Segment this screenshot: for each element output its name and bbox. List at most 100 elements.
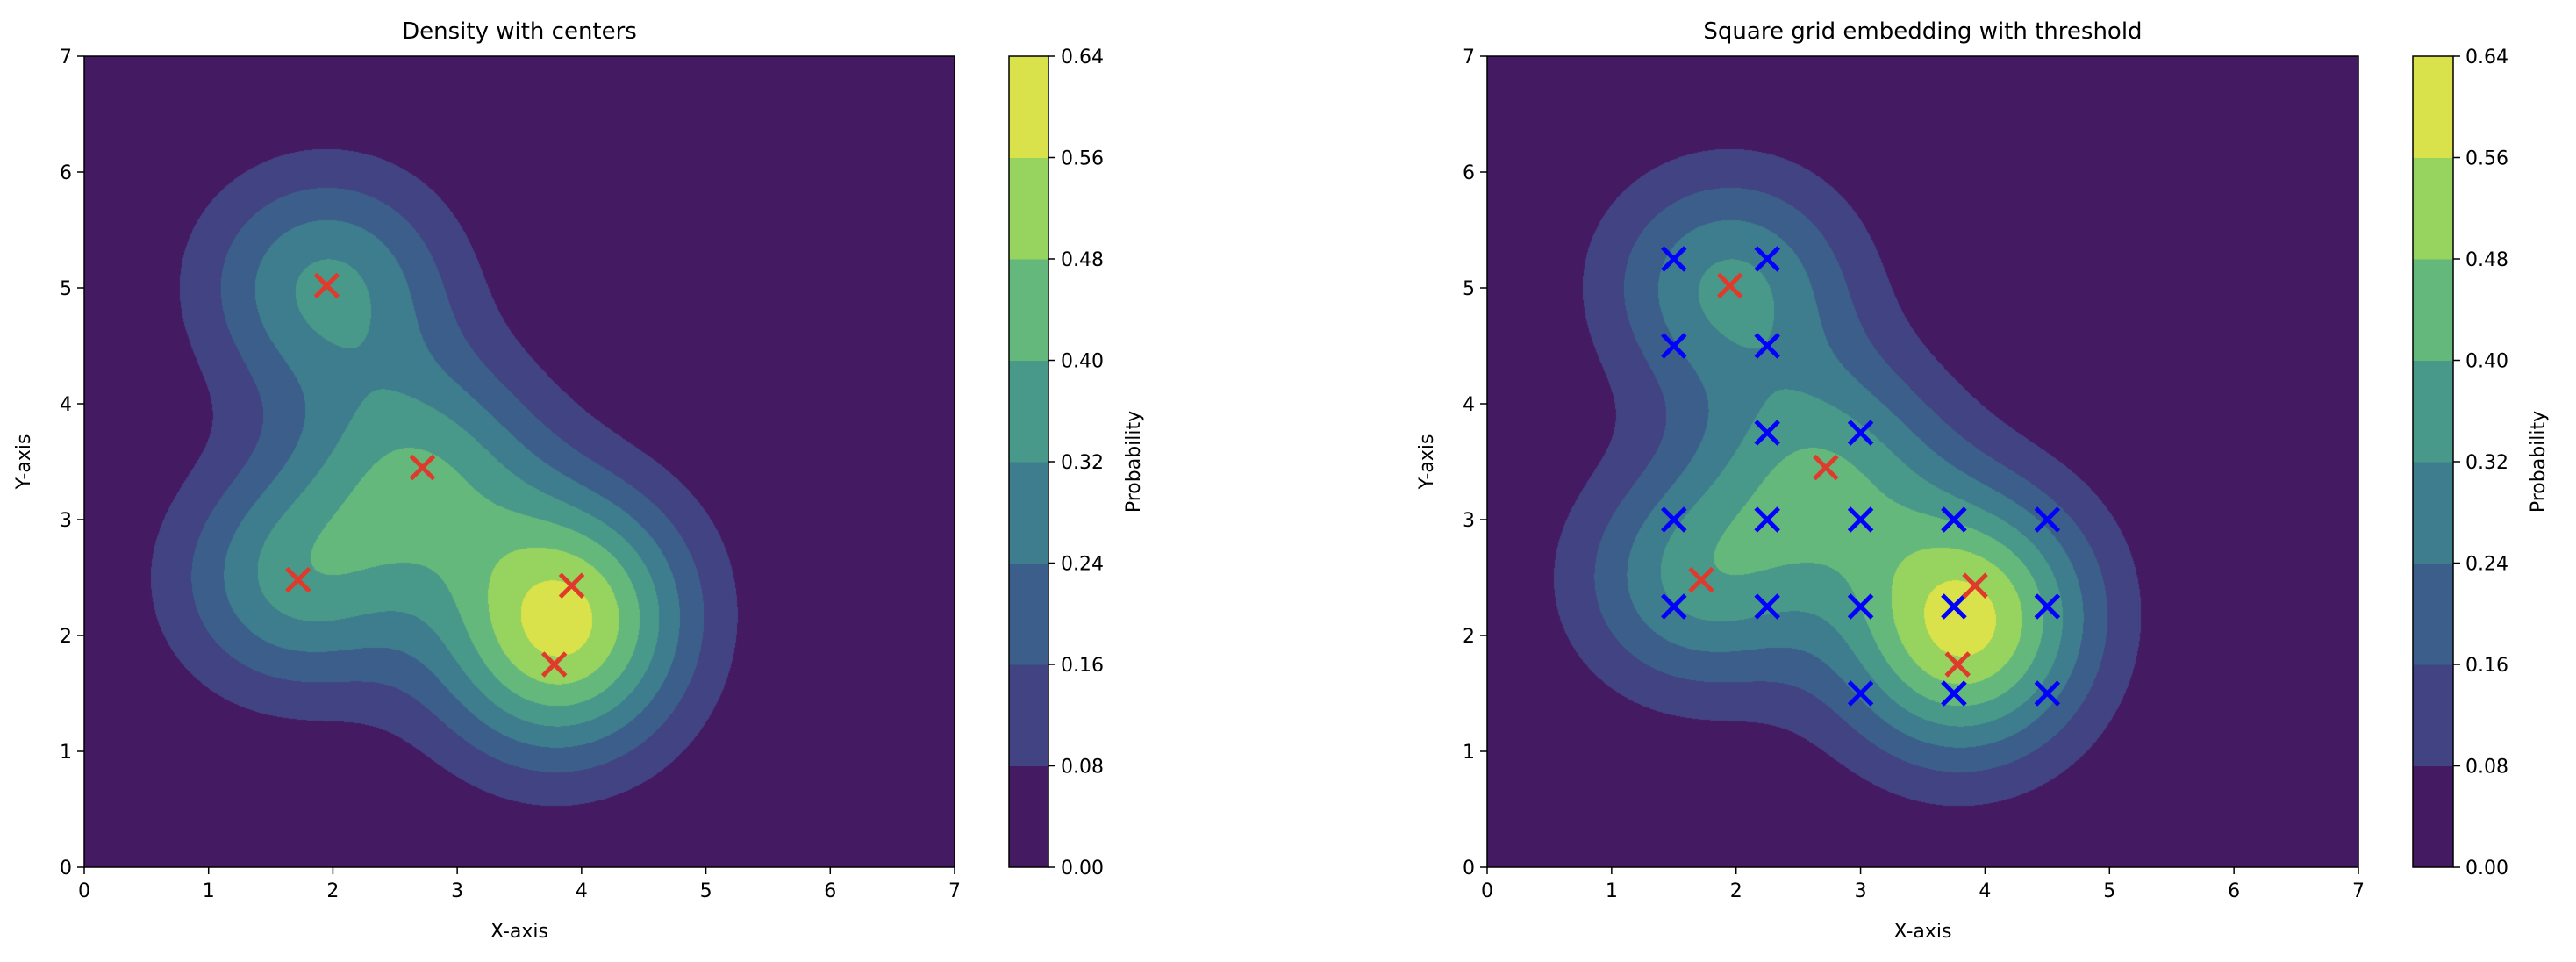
grid-point-marker bbox=[1754, 420, 1780, 446]
y-tick-label: 3 bbox=[1463, 510, 1475, 532]
colorbar-tick-label: 0.32 bbox=[1061, 452, 1104, 474]
center-marker bbox=[558, 572, 585, 599]
center-marker bbox=[284, 566, 311, 593]
colorbar-tick-label: 0.16 bbox=[1061, 655, 1104, 677]
grid-point-marker bbox=[1754, 246, 1780, 272]
center-marker bbox=[1813, 454, 1839, 481]
x-tick-label: 3 bbox=[451, 880, 463, 902]
x-tick-label: 6 bbox=[2228, 880, 2240, 902]
colorbar-segment bbox=[2413, 765, 2453, 868]
colorbar-tick-label: 0.08 bbox=[2465, 757, 2508, 779]
center-marker bbox=[1716, 272, 1743, 299]
colorbar-segment bbox=[1009, 259, 1048, 361]
y-tick-label: 3 bbox=[60, 510, 72, 532]
x-tick-label: 0 bbox=[78, 880, 90, 902]
colorbar-label: Probability bbox=[1123, 411, 1145, 513]
colorbar-tick-label: 0.08 bbox=[1061, 757, 1104, 779]
y-tick-label: 1 bbox=[1463, 742, 1475, 764]
grid-point-marker bbox=[2034, 506, 2061, 533]
center-marker bbox=[1688, 566, 1714, 593]
colorbar-tick-label: 0.00 bbox=[2465, 858, 2508, 879]
grid-point-marker bbox=[2034, 593, 2061, 620]
grid-point-marker bbox=[1661, 506, 1687, 533]
grid-point-marker bbox=[1847, 680, 1874, 707]
colorbar-tick-label: 0.32 bbox=[2465, 452, 2508, 474]
colorbar-tick-label: 0.40 bbox=[1061, 351, 1104, 373]
colorbar-segment bbox=[2413, 56, 2453, 158]
y-axis-label: Y-axis bbox=[13, 434, 35, 491]
grid-point-marker bbox=[1941, 680, 1967, 707]
x-tick-label: 4 bbox=[576, 880, 588, 902]
y-tick-label: 4 bbox=[1463, 394, 1475, 416]
colorbar-tick-label: 0.56 bbox=[2465, 148, 2508, 170]
x-tick-label: 2 bbox=[1730, 880, 1742, 902]
x-tick-label: 6 bbox=[824, 880, 836, 902]
colorbar-tick-label: 0.64 bbox=[2465, 47, 2508, 68]
colorbar-label: Probability bbox=[2528, 411, 2550, 513]
grid-point-marker bbox=[1661, 333, 1687, 359]
colorbar-segment bbox=[2413, 157, 2453, 260]
grid-point-marker bbox=[2034, 680, 2061, 707]
y-tick-label: 5 bbox=[1463, 278, 1475, 300]
colorbar-segment bbox=[1009, 360, 1048, 463]
center-marker bbox=[409, 454, 436, 481]
grid-point-marker bbox=[1847, 506, 1874, 533]
x-axis-label: X-axis bbox=[1894, 921, 1952, 943]
density-contour-fill bbox=[1487, 56, 2358, 867]
colorbar-segment bbox=[2413, 462, 2453, 564]
colorbar-tick-label: 0.00 bbox=[1061, 858, 1104, 879]
colorbar-tick-label: 0.24 bbox=[1061, 554, 1104, 576]
colorbar-tick-label: 0.40 bbox=[2465, 351, 2508, 373]
grid-point-marker bbox=[1661, 593, 1687, 620]
y-tick-label: 6 bbox=[1463, 162, 1475, 184]
axes-frame bbox=[1486, 55, 2359, 868]
y-tick-label: 4 bbox=[60, 394, 72, 416]
chart-title: Density with centers bbox=[402, 18, 637, 45]
grid-point-marker bbox=[1941, 593, 1967, 620]
x-tick-label: 2 bbox=[326, 880, 339, 902]
colorbar-segment bbox=[1009, 157, 1048, 260]
y-tick-label: 7 bbox=[1463, 47, 1475, 68]
colorbar-tick-label: 0.56 bbox=[1061, 148, 1104, 170]
y-axis-label: Y-axis bbox=[1416, 434, 1438, 491]
colorbar-segment bbox=[2413, 664, 2453, 766]
colorbar-tick-label: 0.16 bbox=[2465, 655, 2508, 677]
grid-point-marker bbox=[1754, 333, 1780, 359]
grid-point-marker bbox=[1847, 593, 1874, 620]
y-tick-label: 0 bbox=[1463, 858, 1475, 879]
colorbar-segment bbox=[2413, 259, 2453, 361]
x-tick-label: 7 bbox=[2352, 880, 2365, 902]
y-tick-label: 7 bbox=[60, 47, 72, 68]
grid-point-marker bbox=[1661, 246, 1687, 272]
y-tick-label: 5 bbox=[60, 278, 72, 300]
grid-point-marker bbox=[1941, 506, 1967, 533]
y-tick-label: 6 bbox=[60, 162, 72, 184]
center-marker bbox=[313, 272, 340, 299]
grid-point-marker bbox=[1754, 506, 1780, 533]
center-marker bbox=[1944, 651, 1971, 678]
density-contour-fill bbox=[84, 56, 955, 867]
colorbar-segment bbox=[1009, 563, 1048, 665]
y-tick-label: 1 bbox=[60, 742, 72, 764]
x-tick-label: 7 bbox=[948, 880, 961, 902]
colorbar-segment bbox=[2413, 563, 2453, 665]
x-tick-label: 1 bbox=[203, 880, 215, 902]
x-tick-label: 5 bbox=[700, 880, 712, 902]
y-tick-label: 0 bbox=[60, 858, 72, 879]
colorbar-segment bbox=[1009, 664, 1048, 766]
x-axis-label: X-axis bbox=[490, 921, 548, 943]
colorbar-segment bbox=[2413, 360, 2453, 463]
colorbar-segment bbox=[1009, 462, 1048, 564]
center-marker bbox=[1962, 572, 1988, 599]
axes-frame bbox=[83, 55, 955, 868]
x-tick-label: 4 bbox=[1979, 880, 1991, 902]
chart-title: Square grid embedding with threshold bbox=[1703, 18, 2142, 45]
colorbar-tick-label: 0.24 bbox=[2465, 554, 2508, 576]
y-tick-label: 2 bbox=[1463, 626, 1475, 648]
colorbar-tick-label: 0.48 bbox=[1061, 249, 1104, 271]
colorbar-tick-label: 0.48 bbox=[2465, 249, 2508, 271]
x-tick-label: 1 bbox=[1606, 880, 1618, 902]
y-tick-label: 2 bbox=[60, 626, 72, 648]
x-tick-label: 5 bbox=[2103, 880, 2115, 902]
